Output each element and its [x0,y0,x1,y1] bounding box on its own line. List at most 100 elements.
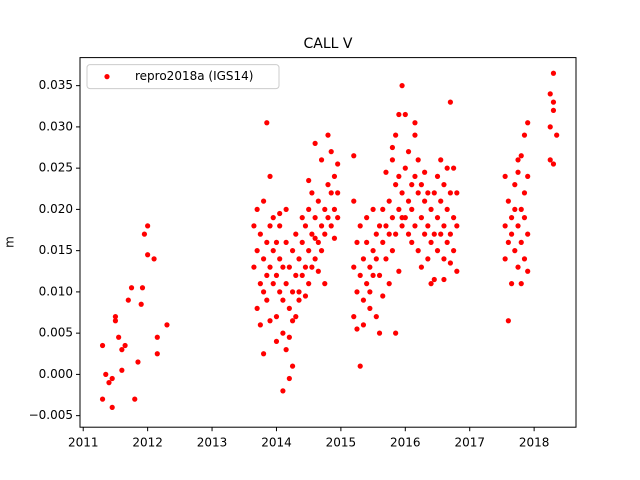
y-tick-label: 0.000 [39,367,73,381]
data-point [257,231,263,237]
x-tick-label: 2012 [132,436,163,450]
data-point [396,111,402,118]
data-point [151,256,157,262]
data-point [351,153,357,159]
data-point [357,223,363,229]
x-tick-label: 2017 [454,436,485,450]
data-point [354,239,360,245]
data-point [125,297,131,303]
data-point [260,289,267,295]
data-point [364,281,370,287]
data-point [286,375,292,382]
plot-frame [79,57,577,428]
x-tick-label: 2018 [519,436,550,450]
data-point [335,190,341,196]
data-point [422,169,428,175]
data-point [254,248,260,254]
data-point [502,223,508,229]
data-point [331,235,338,241]
legend-marker [104,74,110,80]
data-point [425,190,431,196]
data-point [376,223,383,229]
data-point [425,256,431,262]
data-point [312,235,318,241]
data-point [254,206,260,212]
data-point [264,120,270,126]
data-point [444,165,450,171]
data-point [418,264,425,270]
data-point [364,215,370,221]
data-point [267,223,273,229]
data-point [251,264,257,270]
data-point [399,83,405,89]
data-point [383,256,389,262]
data-point [425,223,431,229]
data-point [447,231,453,237]
data-point [306,177,312,184]
data-point [550,70,557,76]
data-point [328,223,334,229]
data-point [309,264,315,270]
data-point [357,363,363,369]
data-point [441,223,447,229]
legend-label: repro2018a (IGS14) [135,69,253,83]
data-point [315,268,321,274]
data-point [283,239,289,245]
data-point [260,198,267,204]
data-point [312,215,318,221]
data-point [438,198,444,204]
data-point [116,334,122,340]
data-point [286,305,292,311]
data-point [283,281,289,287]
data-point [260,256,267,262]
data-point [331,206,338,212]
data-point [302,264,309,270]
data-point [412,223,418,229]
data-point [521,132,528,138]
x-tick-label: 2015 [326,436,357,450]
data-point [154,351,160,357]
data-point [335,215,341,221]
data-point [422,231,428,237]
data-point [428,281,434,287]
data-point [547,91,553,97]
data-point [441,182,447,188]
data-point [270,281,276,287]
data-point [277,289,283,295]
data-point [299,239,305,245]
data-point [376,272,383,278]
data-point [99,342,106,349]
data-point [386,231,392,237]
data-point [280,330,286,336]
data-point [257,322,263,328]
data-point [325,215,331,221]
data-point [328,190,334,196]
data-point [289,318,296,324]
data-point [145,223,151,229]
data-point [508,281,515,287]
data-point [441,276,447,283]
data-point [103,371,109,377]
data-point [267,173,273,179]
data-point [373,314,379,320]
data-point [402,215,408,221]
data-point [122,342,128,349]
data-point [434,248,441,254]
data-point [447,99,453,105]
data-point [447,190,453,196]
data-point [318,223,325,229]
data-point [518,281,524,287]
data-point [112,318,119,324]
data-point [418,215,425,221]
data-point [264,272,270,278]
data-point [451,165,457,171]
data-point [370,248,376,254]
data-point [521,215,528,221]
data-point [502,256,508,262]
data-point [302,223,309,229]
y-tick-label: 0.035 [39,78,73,92]
data-point [402,111,408,118]
data-point [293,272,299,278]
data-point [280,264,286,270]
